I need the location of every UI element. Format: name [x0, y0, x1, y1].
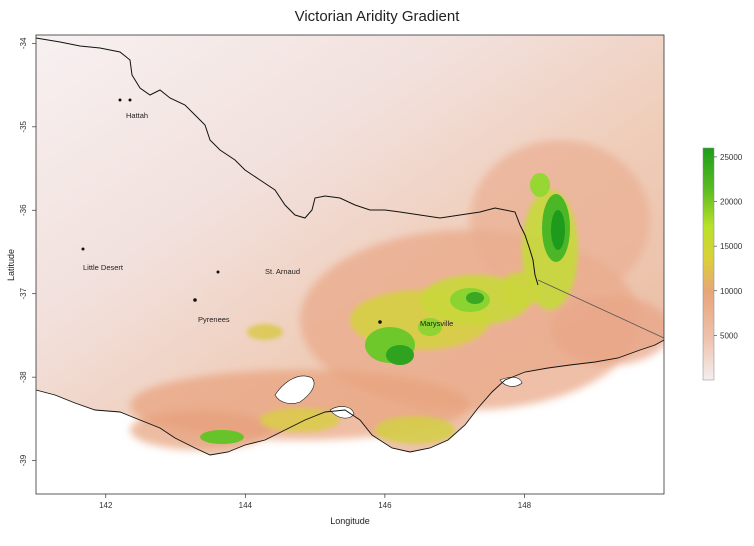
x-axis-label: Longitude — [330, 516, 370, 526]
place-marker — [81, 247, 85, 251]
colorbar-tick-label: 15000 — [720, 242, 743, 251]
colorbar-ticks: 5000 10000 15000 20000 25000 — [714, 153, 743, 340]
state-border — [35, 37, 539, 286]
place-markers — [81, 98, 382, 324]
y-tick-label: -36 — [19, 204, 28, 216]
place-marker — [216, 270, 220, 274]
y-tick-label: -35 — [19, 120, 28, 132]
y-tick-label: -39 — [19, 454, 28, 466]
place-marker — [193, 298, 197, 302]
plot-frame — [35, 34, 665, 495]
colorbar-tick-label: 5000 — [720, 331, 738, 340]
y-tick-label: -37 — [19, 287, 28, 299]
y-axis: -34 -35 -36 -37 -38 -39 — [19, 37, 36, 466]
place-label-pyrenees: Pyrenees — [198, 315, 230, 324]
y-axis-label: Latitude — [6, 249, 16, 281]
place-marker — [128, 98, 132, 102]
coastline — [35, 339, 665, 456]
place-marker — [378, 320, 382, 324]
place-label-st-arnaud: St. Arnaud — [265, 267, 300, 276]
x-axis: 142 144 146 148 — [99, 494, 532, 510]
colorbar — [702, 147, 715, 381]
x-tick-label: 148 — [518, 501, 532, 510]
chart-title: Victorian Aridity Gradient — [294, 8, 460, 25]
x-tick-label: 142 — [99, 501, 113, 510]
colorbar-tick-label: 10000 — [720, 287, 743, 296]
place-label-little-desert: Little Desert — [83, 263, 124, 272]
y-tick-label: -38 — [19, 371, 28, 383]
x-tick-label: 144 — [239, 501, 253, 510]
eastern-border-line — [537, 279, 665, 339]
place-marker — [118, 98, 122, 102]
place-label-marysville: Marysville — [420, 319, 453, 328]
wettest-zone — [200, 173, 570, 444]
colorbar-tick-label: 20000 — [720, 198, 743, 207]
x-tick-label: 146 — [378, 501, 392, 510]
colorbar-tick-label: 25000 — [720, 153, 743, 162]
y-tick-label: -34 — [19, 37, 28, 49]
place-label-hattah: Hattah — [126, 111, 148, 120]
